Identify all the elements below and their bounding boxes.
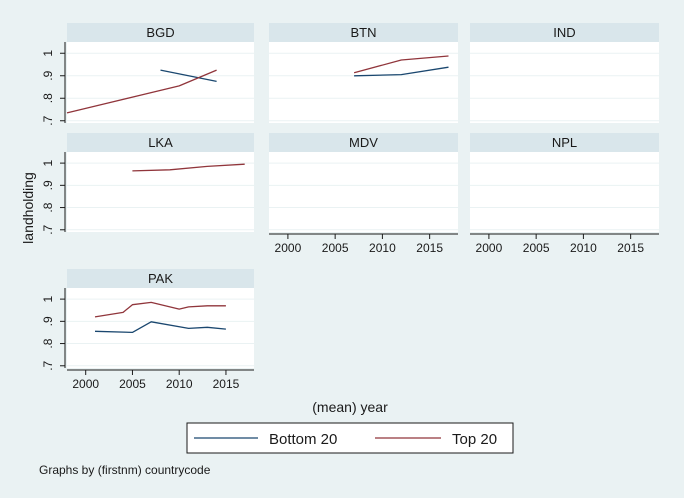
x-tick-label: 2005: [322, 241, 349, 255]
plot-area: [67, 152, 254, 232]
plot-area: [269, 42, 458, 123]
series-line-bottom-20: [94, 321, 226, 334]
series-line-top-20: [94, 301, 226, 318]
plot-area: [67, 288, 254, 368]
x-tick-label: 2000: [72, 377, 99, 391]
plot-area: [269, 152, 458, 232]
y-tick-label: .8: [41, 93, 55, 103]
panel-title: PAK: [148, 271, 173, 286]
panel-header: [470, 133, 659, 152]
panel-header: [269, 23, 458, 42]
series-line-top-20: [353, 55, 449, 74]
x-tick-label: 2015: [416, 241, 443, 255]
y-tick-label: .7: [41, 224, 55, 234]
y-tick-label: 1: [41, 50, 55, 57]
x-tick-label: 2015: [617, 241, 644, 255]
panel-title: NPL: [552, 135, 577, 150]
panel-title: BTN: [351, 25, 377, 40]
panel-title: BGD: [146, 25, 174, 40]
y-tick-label: .8: [41, 338, 55, 348]
plot-area: [470, 42, 659, 123]
x-tick-label: 2000: [476, 241, 503, 255]
y-tick-label: 1: [41, 159, 55, 166]
panel-header: [67, 133, 254, 152]
panel-ind: IND: [470, 23, 659, 123]
series-line-top-20: [66, 69, 217, 114]
x-tick-label: 2010: [166, 377, 193, 391]
panel-header: [269, 133, 458, 152]
y-tick-label: 1: [41, 295, 55, 302]
series-line-top-20: [132, 163, 245, 172]
x-tick-label: 2005: [523, 241, 550, 255]
y-tick-label: .9: [41, 70, 55, 80]
panel-pak: PAK .7 .8 .9 1 2000 2005 2010 2015: [41, 269, 254, 391]
plot-area: [67, 42, 254, 123]
x-tick-label: 2000: [275, 241, 302, 255]
panel-mdv: MDV 2000 2005 2010 2015: [269, 133, 458, 255]
x-tick-label: 2005: [119, 377, 146, 391]
panel-header: [67, 23, 254, 42]
x-tick-label: 2010: [369, 241, 396, 255]
panel-title: MDV: [349, 135, 378, 150]
series-line-bottom-20: [354, 66, 449, 77]
series-line-bottom-20: [160, 69, 217, 83]
legend-label-top-20: Top 20: [452, 431, 497, 448]
x-axis-title: (mean) year: [312, 399, 388, 415]
plot-area: [470, 152, 659, 232]
panel-bgd: BGD .7 .8 .9 1: [41, 23, 254, 126]
graph-note: Graphs by (firstnm) countrycode: [39, 463, 211, 477]
y-tick-label: .9: [41, 316, 55, 326]
legend-label-bottom-20: Bottom 20: [269, 431, 337, 448]
y-axis-title: landholding: [20, 172, 36, 244]
x-tick-label: 2015: [213, 377, 240, 391]
panel-header: [470, 23, 659, 42]
panel-title: IND: [553, 25, 575, 40]
panels: BGD .7 .8 .9 1 BTN IND LKA .7 .8 .9 1 MDV 2000 2005 201…: [41, 23, 659, 391]
panel-npl: NPL 2000 2005 2010 2015: [470, 133, 659, 255]
y-tick-label: .8: [41, 202, 55, 212]
y-tick-label: .7: [41, 360, 55, 370]
y-tick-label: .7: [41, 115, 55, 125]
panel-title: LKA: [148, 135, 173, 150]
y-tick-label: .9: [41, 180, 55, 190]
panel-btn: BTN: [269, 23, 458, 123]
panel-header: [67, 269, 254, 288]
panel-lka: LKA .7 .8 .9 1: [41, 133, 254, 235]
x-tick-label: 2010: [570, 241, 597, 255]
